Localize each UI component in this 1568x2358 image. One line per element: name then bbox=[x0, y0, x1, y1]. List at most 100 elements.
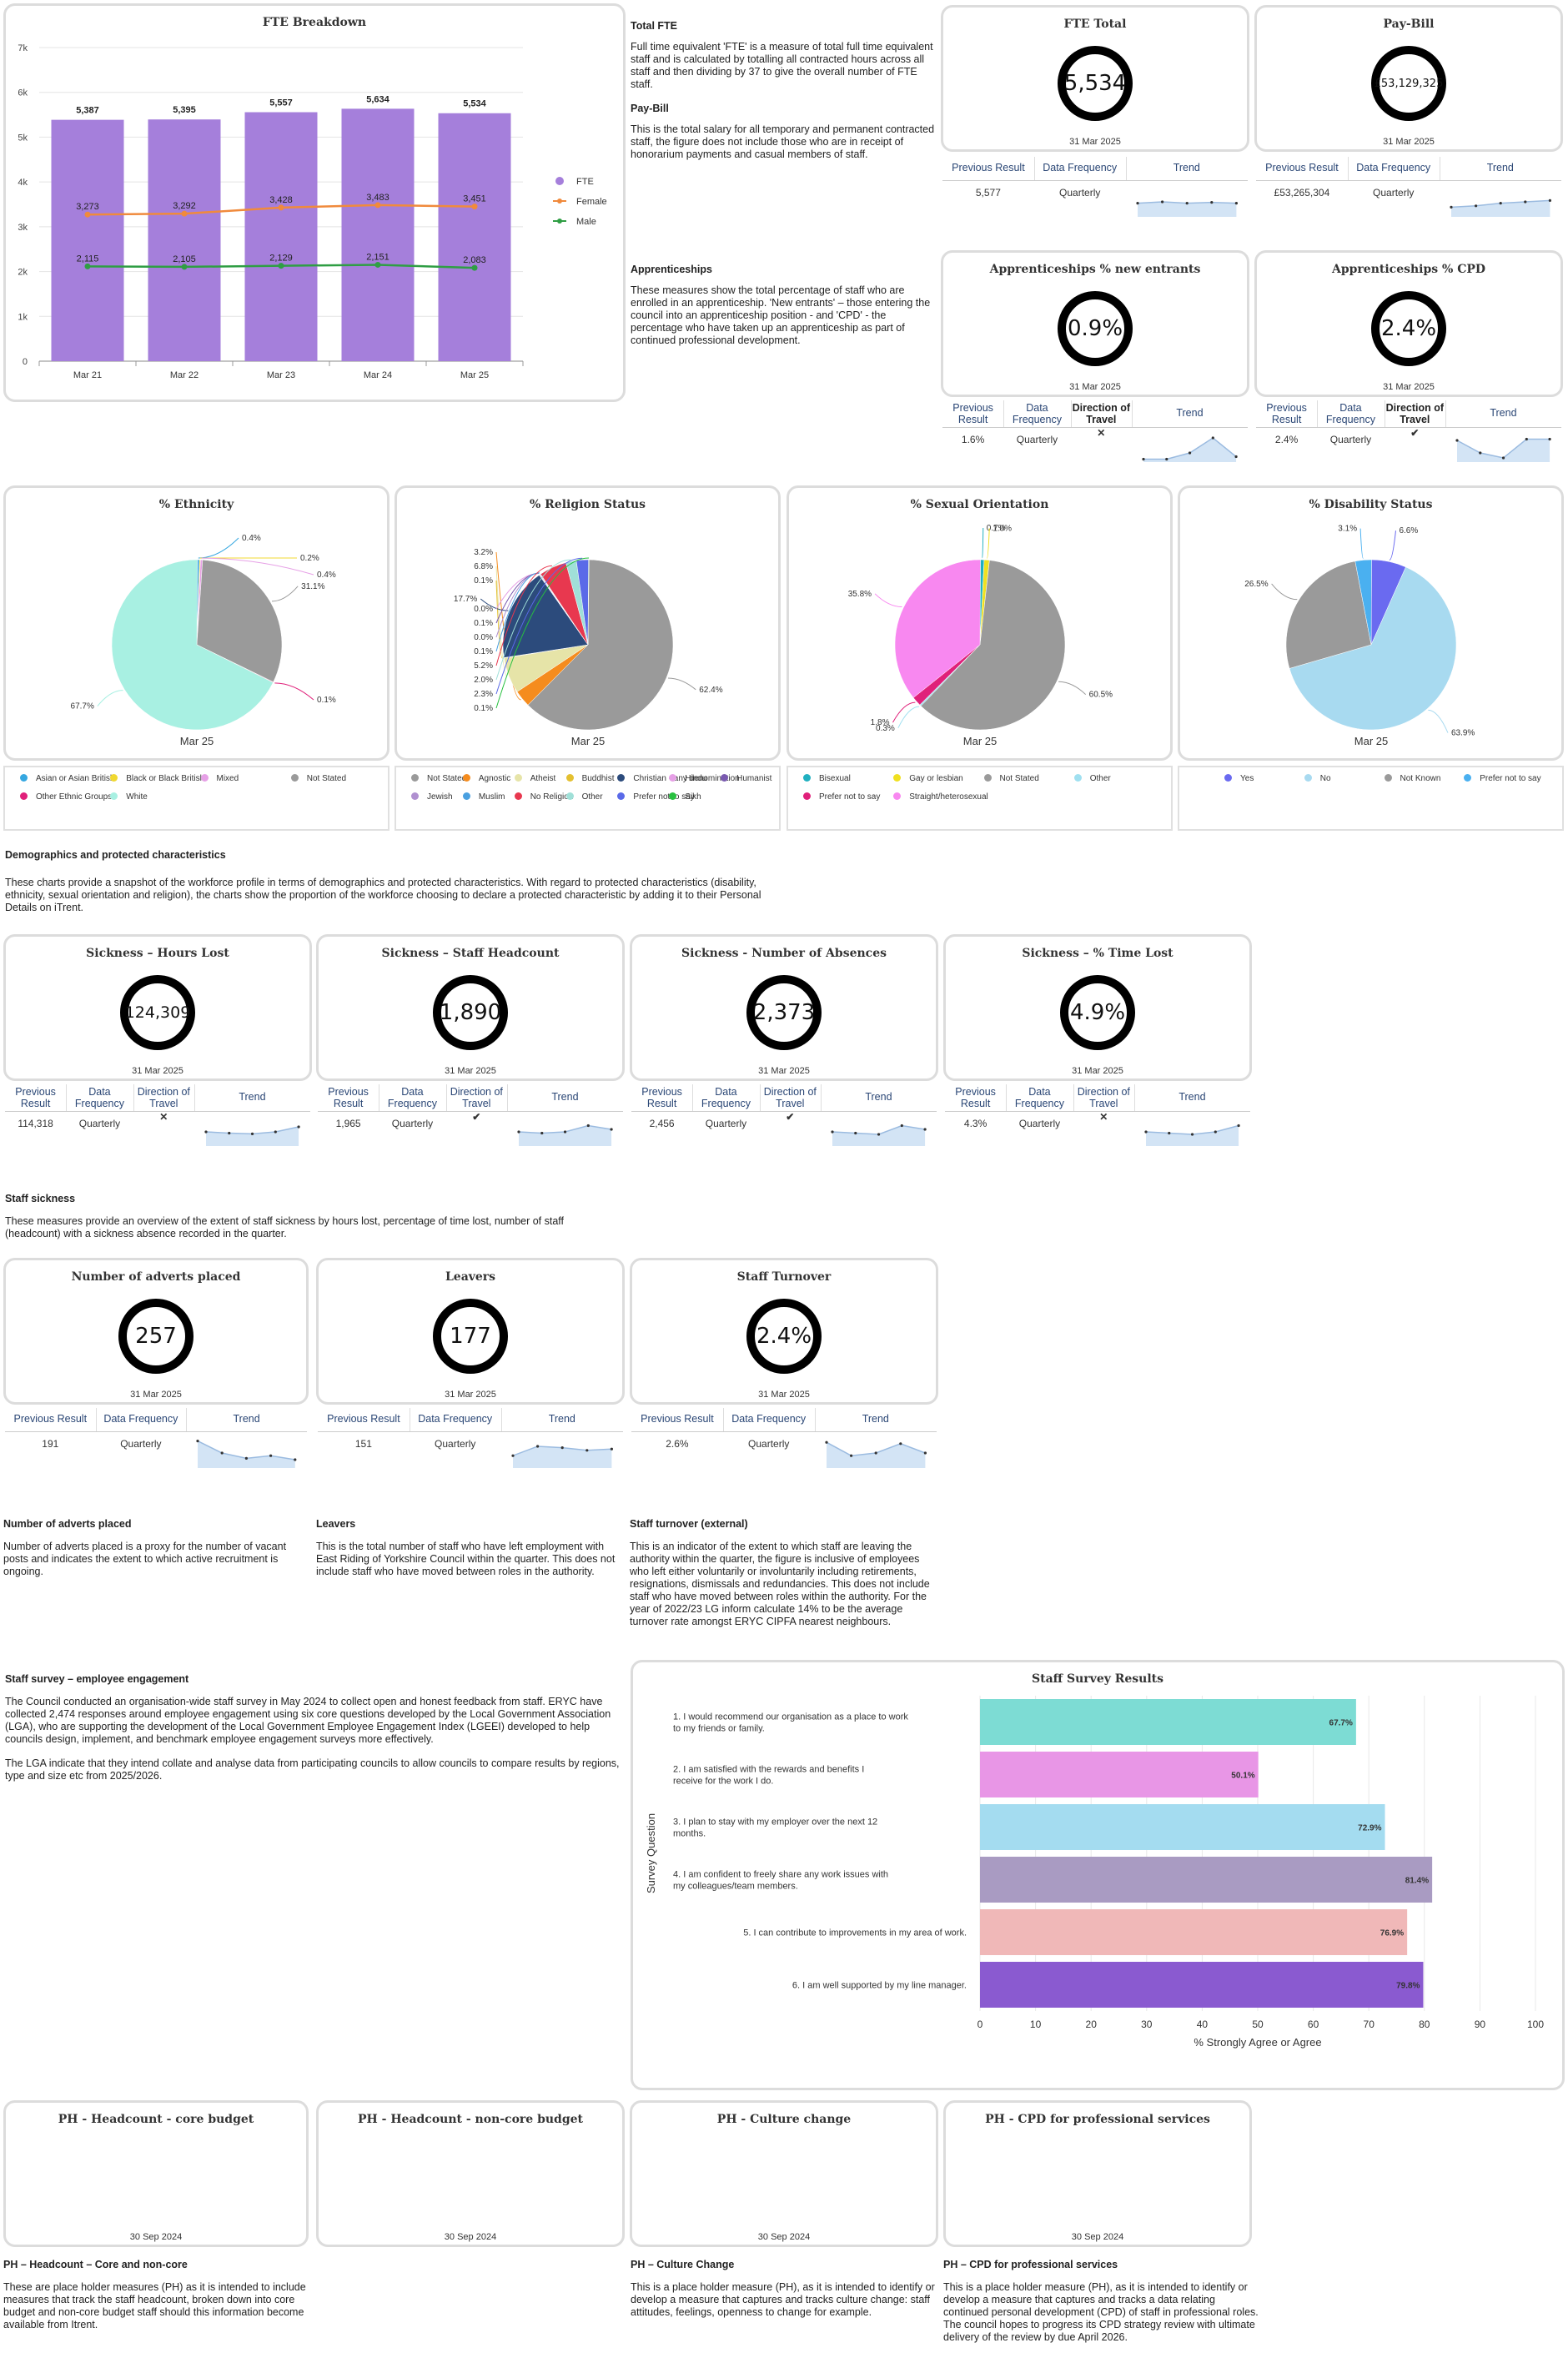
pie-legend-item: Prefer not to say bbox=[803, 792, 880, 802]
direction-up-icon: ✔ bbox=[1410, 427, 1420, 439]
leavers-heading: Leavers bbox=[316, 1518, 356, 1530]
adverts-card: Number of adverts placed 257 31 Mar 2025 bbox=[3, 1258, 309, 1405]
survey-bar-label: 81.4% bbox=[1405, 1877, 1429, 1886]
kpi-table-divider bbox=[1133, 1084, 1135, 1111]
sick-hours-frequency: Quarterly bbox=[78, 1118, 121, 1129]
kpi-table-divider bbox=[506, 1084, 508, 1111]
trend-point bbox=[1234, 202, 1238, 205]
kpi-table-divider bbox=[1131, 400, 1133, 427]
fte-total-title: FTE Total bbox=[1063, 18, 1127, 31]
survey-bar bbox=[980, 1909, 1408, 1955]
pie-legend-item: Humanist bbox=[721, 774, 771, 783]
trend-point bbox=[228, 1131, 231, 1135]
pie-legend-label: Sikh bbox=[685, 792, 701, 802]
trend-point bbox=[269, 1454, 273, 1457]
leavers-frequency: Quarterly bbox=[435, 1438, 476, 1450]
survey-title: Staff Survey Results bbox=[1032, 1672, 1163, 1686]
pie-legend-label: Buddhist bbox=[581, 774, 615, 783]
kpi-header-trend: Trend bbox=[233, 1413, 260, 1425]
kpi-table-divider bbox=[445, 1084, 447, 1111]
pie-legend-label: White bbox=[126, 792, 148, 802]
survey-xtick: 40 bbox=[1197, 2019, 1209, 2030]
sick-abs-table: Previous Result Data Frequency Direction o… bbox=[631, 1084, 937, 1149]
appr-new-frequency: Quarterly bbox=[1016, 434, 1058, 445]
pie-slice-label: 0.2% bbox=[300, 554, 319, 563]
fte-breakdown-chart: 0 1k 2k 3k 4k 5k 6k 7k Mar 21 Mar 22 Mar 23 Mar 24 M… bbox=[18, 43, 606, 380]
pie-slice-label: 63.9% bbox=[1451, 729, 1475, 738]
pie-legend-label: Black or Black British bbox=[126, 774, 205, 783]
adverts-body: Number of adverts placed is a proxy for … bbox=[3, 1541, 287, 1577]
fte-line-label: 3,292 bbox=[173, 201, 196, 211]
pie-slice-label: 1.8% bbox=[871, 718, 890, 727]
adverts-date: 31 Mar 2025 bbox=[130, 1390, 182, 1400]
pie-legend-label: Prefer not to say bbox=[819, 792, 881, 802]
kpi-header: Direction of Travel bbox=[763, 1086, 817, 1109]
kpi-header: Data Frequency bbox=[418, 1413, 493, 1425]
trend-point bbox=[1135, 202, 1139, 205]
legend-dot-icon bbox=[983, 774, 992, 782]
legend-dot-icon bbox=[1384, 774, 1392, 782]
ph-cpd-body: This is a place holder measure (PH), as … bbox=[943, 2281, 1259, 2343]
paybill-text-body: This is the total salary for all tempora… bbox=[631, 123, 935, 160]
fte-line-point bbox=[374, 261, 381, 268]
pie-slice-label: 0.0% bbox=[474, 605, 493, 614]
pie-legend-label: Christian - any denomination bbox=[633, 774, 740, 783]
turnover-text: Staff turnover (external) This is an ind… bbox=[630, 1518, 938, 1640]
kpi-header: Previous Result bbox=[1266, 402, 1307, 425]
pie-sublabel: Mar 25 bbox=[571, 735, 605, 747]
fte-bar bbox=[148, 119, 221, 361]
fte-line-point bbox=[374, 202, 381, 209]
kpi-table-rule bbox=[5, 1111, 310, 1112]
appr-new-table: Previous Result Data Frequency Direction o… bbox=[942, 400, 1248, 465]
kpi-table-divider bbox=[66, 1084, 68, 1111]
kpi-header: Previous Result bbox=[952, 162, 1025, 173]
ph-cpd-text: PH – CPD for professional services This … bbox=[943, 2259, 1260, 2355]
sick-abs-frequency: Quarterly bbox=[705, 1118, 747, 1129]
survey-chart: 0 10 20 30 40 50 60 70 80 90 100 67.7% 1. I would re… bbox=[645, 1696, 1544, 2049]
placeholder-title: PH - CPD for professional services bbox=[985, 2113, 1210, 2126]
kpi-table-divider bbox=[1445, 400, 1446, 427]
pie-legend-item: Not Known bbox=[1384, 774, 1440, 783]
kpi-header: Data Frequency bbox=[1012, 402, 1062, 425]
kpi-header: Data Frequency bbox=[1325, 402, 1375, 425]
kpi-header: Direction of Travel bbox=[1385, 402, 1445, 425]
legend-dot-icon bbox=[1224, 774, 1232, 782]
fte-bar-label: 5,557 bbox=[269, 98, 293, 108]
sick-head-card: Sickness – Staff Headcount 1,890 31 Mar 20… bbox=[316, 934, 625, 1081]
paybill-text-heading: Pay-Bill bbox=[631, 103, 669, 114]
survey-bar-label: 76.9% bbox=[1380, 1929, 1404, 1938]
pie-slice bbox=[527, 559, 674, 731]
fte-total-card: FTE Total 5,534 31 Mar 2025 bbox=[941, 5, 1249, 152]
pie-leader bbox=[198, 537, 239, 559]
pay-bill-value: £53,129,325 bbox=[1371, 46, 1446, 121]
trend-point bbox=[1168, 1131, 1171, 1135]
kpi-header: Previous Result bbox=[328, 1086, 369, 1109]
trend-point bbox=[204, 1130, 208, 1134]
kpi-table-divider bbox=[193, 1084, 195, 1111]
survey-category-label: 4. I am confident to freely share any wo… bbox=[673, 1870, 888, 1892]
sick-head-value: 1,890 bbox=[433, 975, 508, 1050]
fte-bar-label: 5,534 bbox=[463, 99, 486, 109]
fte-ytick: 2k bbox=[18, 268, 28, 278]
pie-legend-item: Christian - any denomination bbox=[617, 774, 740, 783]
fte-line-label: 3,273 bbox=[76, 202, 99, 212]
fte-legend-marker bbox=[557, 199, 562, 204]
trend-point bbox=[1449, 205, 1453, 209]
trend-point bbox=[1548, 199, 1551, 202]
pie-legend-item: Prefer not to say bbox=[1464, 774, 1541, 783]
sick-abs-title: Sickness - Number of Absences bbox=[681, 947, 887, 960]
legend-dot-icon bbox=[110, 774, 118, 782]
sick-head-date: 31 Mar 2025 bbox=[445, 1066, 496, 1076]
sick-abs-date: 31 Mar 2025 bbox=[758, 1066, 810, 1076]
adverts-previous: 191 bbox=[42, 1438, 59, 1450]
trend-point bbox=[1209, 201, 1213, 204]
kpi-header: Previous Result bbox=[13, 1413, 88, 1425]
adverts-title: Number of adverts placed bbox=[71, 1270, 241, 1284]
pie-legend-item: Not Stated bbox=[411, 774, 466, 783]
trend-point bbox=[1188, 451, 1192, 455]
kpi-header: Data Frequency bbox=[103, 1413, 178, 1425]
legend-dot-icon bbox=[462, 792, 470, 800]
legend-dot-icon bbox=[721, 774, 729, 782]
pie-legend-label: Other Ethnic Groups bbox=[36, 792, 113, 802]
appr-new-previous: 1.6% bbox=[961, 434, 985, 445]
